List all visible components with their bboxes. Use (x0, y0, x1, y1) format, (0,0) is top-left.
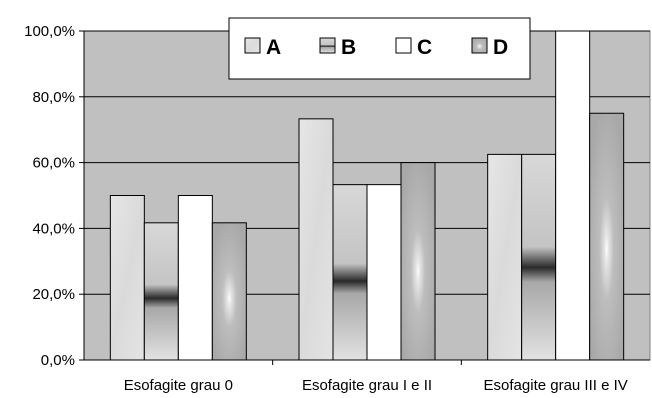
bar-c-1 (177, 195, 213, 361)
bar-d-2 (400, 162, 436, 361)
bar-a-1 (109, 195, 145, 361)
bar-c-3 (555, 30, 591, 361)
y-axis-ticks: 0,0% 20,0% 40,0% 60,0% 80,0% 100,0% (24, 23, 84, 369)
y-tick-label: 20,0% (32, 286, 75, 303)
legend: A B C D (228, 17, 531, 80)
legend-swatch-d (471, 37, 488, 54)
legend-swatch-b (319, 37, 336, 54)
y-tick-label: 0,0% (41, 352, 75, 369)
legend-label-d: D (493, 36, 508, 59)
legend-label-a: A (266, 36, 281, 59)
legend-swatch-c (395, 37, 412, 54)
bars (109, 30, 625, 361)
bar-c-2 (366, 184, 402, 361)
bar-d-1 (211, 222, 247, 361)
legend-label-b: B (341, 36, 356, 59)
bar-b-1 (143, 222, 179, 361)
bar-d-3 (589, 112, 625, 361)
y-tick-label: 100,0% (24, 23, 75, 40)
x-category-label: Esofagite grau III e IV (484, 377, 628, 394)
x-category-label: Esofagite grau 0 (124, 377, 233, 394)
x-category-label: Esofagite grau I e II (302, 377, 432, 394)
bar-a-3 (487, 153, 523, 361)
bar-b-2 (332, 184, 368, 361)
y-tick-label: 80,0% (32, 89, 75, 106)
legend-swatch-a (244, 37, 261, 54)
y-tick-label: 60,0% (32, 155, 75, 172)
bar-a-2 (298, 118, 334, 361)
legend-label-c: C (417, 36, 432, 59)
x-axis-categories: Esofagite grau 0 Esofagite grau I e II Eso… (124, 360, 628, 394)
bar-b-3 (521, 153, 557, 361)
y-tick-label: 40,0% (32, 220, 75, 237)
